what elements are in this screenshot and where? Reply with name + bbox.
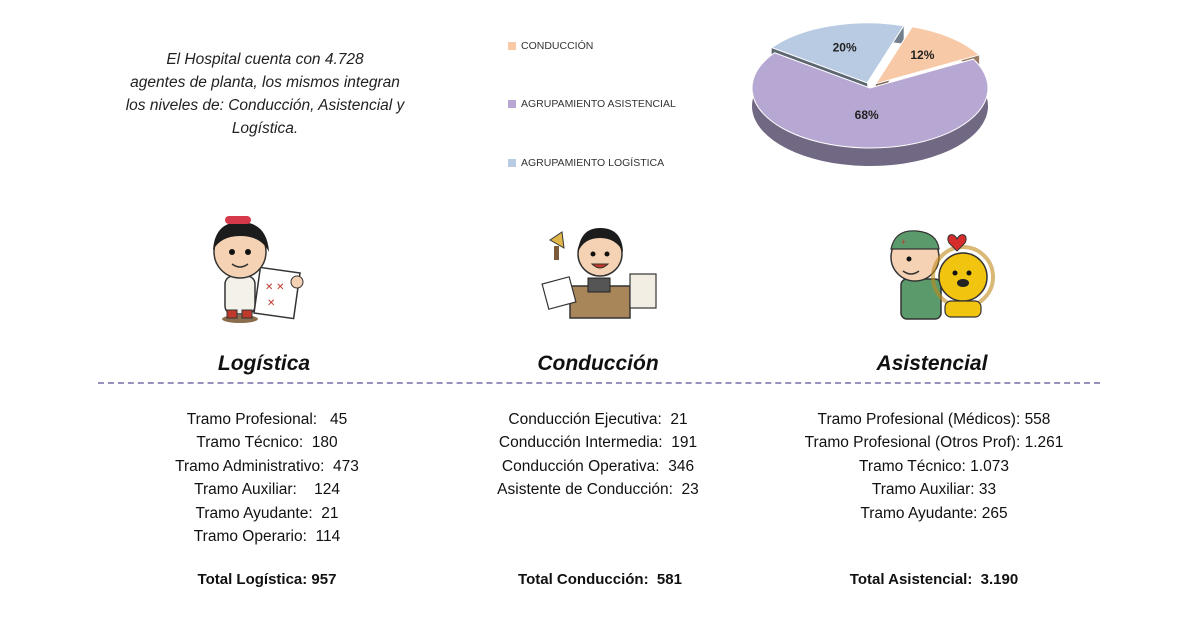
pie-top	[751, 22, 989, 149]
intro-text: El Hospital cuenta con 4.728 agentes de …	[125, 51, 405, 137]
list-item: Asistente de Conducción: 23	[497, 481, 699, 499]
legend-label-asistencial: AGRUPAMIENTO ASISTENCIAL	[521, 98, 676, 110]
svg-text:✕: ✕	[267, 298, 275, 309]
legend-item-conduccion: CONDUCCIÓN	[508, 40, 593, 52]
list-item: Tramo Profesional (Médicos): 558	[817, 411, 1051, 428]
logistica-character-illustration: ✕ ✕ ✕	[213, 216, 304, 323]
pie-slice-logistica	[770, 22, 905, 84]
total-asistencial: Total Asistencial: 3.190	[849, 571, 1019, 588]
column-title-conduccion: Conducción	[537, 352, 659, 375]
column-title-asistencial: Asistencial	[876, 352, 988, 375]
list-item: Conducción Ejecutiva: 21	[508, 411, 688, 428]
svg-text:+: +	[901, 237, 906, 247]
list-item: Tramo Técnico: 180	[196, 434, 338, 452]
list-item: Tramo Ayudante: 265	[860, 504, 1008, 522]
legend-label-logistica: AGRUPAMIENTO LOGÍSTICA	[521, 157, 665, 169]
pie-chart: 12% 68% 20%	[751, 22, 989, 167]
list-item: Tramo Técnico: 1.073	[859, 457, 1009, 475]
list-item: Tramo Ayudante: 21	[195, 504, 339, 522]
pie-label-asistencial: 68%	[855, 108, 879, 122]
asistencial-list: Tramo Profesional (Médicos): 558 Tramo P…	[764, 408, 1104, 525]
total-conduccion: Total Conducción: 581	[518, 571, 682, 588]
conduccion-character-illustration	[541, 228, 657, 319]
pie-labels: 12% 68% 20%	[833, 40, 935, 121]
logistica-list: Tramo Profesional: 45 Tramo Técnico: 180…	[97, 408, 437, 548]
list-item: Tramo Auxiliar: 124	[194, 481, 340, 499]
pie-label-logistica: 20%	[833, 40, 857, 54]
pie-slice-conduccion	[874, 26, 981, 85]
svg-text:✕ ✕: ✕ ✕	[265, 282, 285, 293]
list-item: Conducción Operativa: 346	[501, 457, 695, 475]
legend-item-asistencial: AGRUPAMIENTO ASISTENCIAL	[508, 98, 676, 110]
legend-swatch-logistica	[508, 159, 516, 167]
legend-swatch-asistencial	[508, 100, 516, 108]
column-title-logistica: Logística	[217, 352, 311, 375]
list-item: Tramo Operario: 114	[193, 528, 341, 546]
total-logistica: Total Logística: 957	[197, 571, 337, 588]
legend-swatch-conduccion	[508, 42, 516, 50]
list-item: Tramo Profesional: 45	[186, 411, 348, 428]
pie-label-conduccion: 12%	[910, 48, 934, 62]
list-item: Tramo Profesional (Otros Prof): 1.261	[804, 434, 1064, 452]
list-item: Tramo Auxiliar: 33	[871, 481, 997, 499]
conduccion-list: Conducción Ejecutiva: 21 Conducción Inte…	[428, 408, 768, 502]
list-item: Conducción Intermedia: 191	[498, 434, 698, 452]
dashed-divider	[98, 382, 1100, 384]
pie-slice-asistencial	[751, 52, 989, 149]
asistencial-character-illustration: +	[890, 230, 995, 320]
legend-label-conduccion: CONDUCCIÓN	[521, 40, 594, 52]
list-item: Tramo Administrativo: 473	[175, 457, 359, 475]
legend-item-logistica: AGRUPAMIENTO LOGÍSTICA	[508, 157, 664, 169]
